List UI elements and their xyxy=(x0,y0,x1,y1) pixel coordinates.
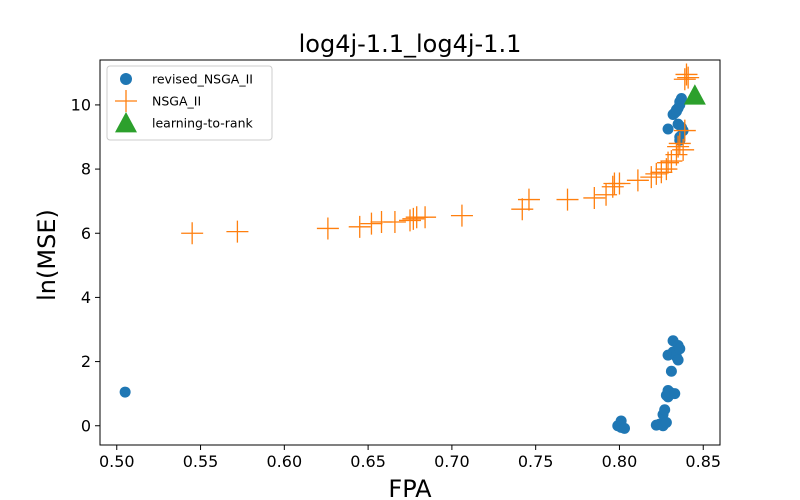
legend-box xyxy=(106,65,273,141)
axes: 0.50 0.55 0.60 0.65 0.70 0.75 0.80 0.85 0 2 4 6 8 10 xyxy=(71,59,721,471)
x-tick-label: 0.65 xyxy=(350,452,386,471)
data-point xyxy=(316,217,339,240)
data-point xyxy=(662,123,674,135)
data-point xyxy=(608,172,631,195)
plot-area xyxy=(119,63,706,434)
legend-item: NSGA_II xyxy=(115,90,201,112)
y-tick-label: 6 xyxy=(81,224,91,243)
series-triangle xyxy=(683,84,706,105)
data-point xyxy=(511,198,534,221)
data-point xyxy=(683,84,706,105)
data-point xyxy=(583,186,606,209)
data-point xyxy=(655,158,678,181)
data-point xyxy=(669,388,681,400)
data-point xyxy=(181,222,204,245)
y-axis-label: ln(MSE) xyxy=(33,209,61,301)
x-tick-label: 0.70 xyxy=(434,452,470,471)
legend-marker xyxy=(115,90,137,112)
x-tick-label: 0.80 xyxy=(602,452,638,471)
data-point xyxy=(226,220,249,243)
data-point xyxy=(556,188,579,211)
x-axis-label: FPA xyxy=(388,475,432,500)
data-point xyxy=(673,119,696,142)
data-point xyxy=(660,150,683,173)
data-point xyxy=(618,422,630,434)
data-point xyxy=(414,206,437,229)
x-tick-label: 0.85 xyxy=(685,452,721,471)
data-point xyxy=(672,354,684,366)
data-point xyxy=(657,151,680,174)
legend: revised_NSGA_II NSGA_II learning-to-rank xyxy=(106,65,273,141)
data-point xyxy=(675,93,687,104)
x-tick-label: 0.50 xyxy=(99,452,135,471)
data-point xyxy=(674,343,686,355)
data-point xyxy=(675,63,698,86)
data-point xyxy=(450,204,473,227)
series-circle xyxy=(119,93,689,434)
data-point xyxy=(677,66,700,89)
data-point xyxy=(640,166,663,189)
data-point xyxy=(673,68,696,91)
y-tick-label: 0 xyxy=(81,416,91,435)
y-tick-label: 10 xyxy=(71,95,91,114)
y-tick-label: 4 xyxy=(81,288,91,307)
data-point xyxy=(119,386,131,398)
legend-marker xyxy=(115,112,137,133)
x-tick-label: 0.60 xyxy=(267,452,303,471)
data-point xyxy=(399,209,421,232)
axes-frame xyxy=(99,59,721,446)
y-tick-label: 2 xyxy=(81,352,91,371)
legend-label: revised_NSGA_II xyxy=(152,72,253,87)
data-point xyxy=(665,365,677,377)
legend-marker xyxy=(120,73,132,85)
legend-label: learning-to-rank xyxy=(152,116,254,131)
data-point xyxy=(360,212,383,235)
data-point xyxy=(659,404,671,416)
x-tick-label: 0.55 xyxy=(183,452,219,471)
chart-title: log4j-1.1_log4j-1.1 xyxy=(299,30,522,58)
legend-label: NSGA_II xyxy=(152,94,201,109)
data-point xyxy=(650,161,673,184)
data-point xyxy=(645,162,668,185)
legend-item: learning-to-rank xyxy=(115,112,254,133)
data-point xyxy=(348,215,371,238)
data-point xyxy=(672,138,695,161)
data-point xyxy=(660,417,672,429)
y-tick-label: 8 xyxy=(81,160,91,179)
legend-item: revised_NSGA_II xyxy=(120,72,253,87)
data-point xyxy=(668,132,691,155)
data-point xyxy=(383,211,406,234)
x-tick-label: 0.75 xyxy=(518,452,554,471)
data-point xyxy=(402,207,425,230)
data-point xyxy=(626,169,649,192)
series-plus xyxy=(181,63,700,245)
data-point xyxy=(667,135,690,158)
data-point xyxy=(517,188,540,211)
